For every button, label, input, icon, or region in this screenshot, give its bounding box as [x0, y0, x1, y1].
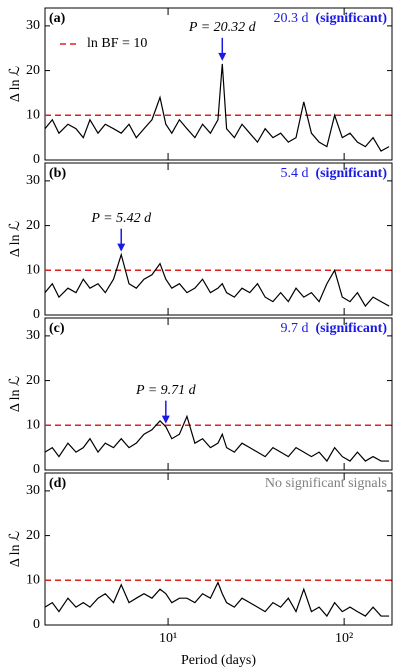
y-axis-label: Δ ln ℒ: [8, 376, 23, 412]
result-note: (significant): [315, 321, 387, 336]
y-tick-label: 0: [33, 462, 40, 477]
result-note: (significant): [315, 11, 387, 26]
x-tick-label: 10¹: [159, 631, 177, 646]
panel-label: (d): [49, 476, 66, 491]
annotation-arrowhead: [117, 243, 126, 252]
panel-label: (b): [49, 166, 66, 181]
y-tick-label: 30: [26, 173, 40, 188]
plot-frame: [44, 7, 393, 161]
annotation-text: P = 20.32 d: [188, 20, 257, 35]
plot-frame: [44, 317, 393, 471]
result-text: 20.3 d (significant): [273, 11, 387, 26]
result-text: 9.7 d (significant): [280, 321, 387, 336]
y-tick-label: 30: [26, 328, 40, 343]
legend-label: ln BF = 10: [87, 36, 147, 51]
plot-frame: [44, 162, 393, 316]
periodogram-line: [44, 63, 390, 152]
y-tick-label: 10: [26, 108, 40, 123]
y-tick-label: 0: [33, 152, 40, 167]
x-tick-label: 10²: [335, 631, 353, 646]
annotation-arrowhead: [218, 52, 227, 61]
y-tick-label: 10: [26, 418, 40, 433]
panel-label: (a): [49, 11, 66, 26]
y-axis-label: Δ ln ℒ: [8, 221, 23, 257]
y-tick-label: 10: [26, 573, 40, 588]
x-axis-label: Period (days): [181, 653, 256, 668]
periodogram-line: [44, 414, 390, 463]
y-tick-label: 20: [26, 528, 40, 543]
result-text: No significant signals: [265, 476, 387, 491]
y-tick-label: 0: [33, 307, 40, 322]
annotation-text: P = 9.71 d: [135, 383, 197, 398]
annotation-arrowhead: [161, 415, 170, 424]
result-period: 20.3 d: [273, 11, 308, 26]
periodogram-line: [44, 581, 390, 618]
result-note: (significant): [315, 166, 387, 181]
y-tick-label: 10: [26, 263, 40, 278]
result-text: 5.4 d (significant): [280, 166, 387, 181]
plot-frame: [44, 472, 393, 626]
y-tick-label: 30: [26, 18, 40, 33]
y-tick-label: 20: [26, 63, 40, 78]
annotation-text: P = 5.42 d: [90, 211, 152, 226]
periodogram-line: [44, 252, 390, 308]
y-tick-label: 0: [33, 617, 40, 632]
result-period: 5.4 d: [280, 166, 308, 181]
result-period: 9.7 d: [280, 321, 308, 336]
y-axis-label: Δ ln ℒ: [8, 66, 23, 102]
y-tick-label: 20: [26, 218, 40, 233]
panel-label: (c): [49, 321, 65, 336]
y-axis-label: Δ ln ℒ: [8, 531, 23, 567]
y-tick-label: 30: [26, 483, 40, 498]
y-tick-label: 20: [26, 373, 40, 388]
result-note: No significant signals: [265, 476, 387, 491]
